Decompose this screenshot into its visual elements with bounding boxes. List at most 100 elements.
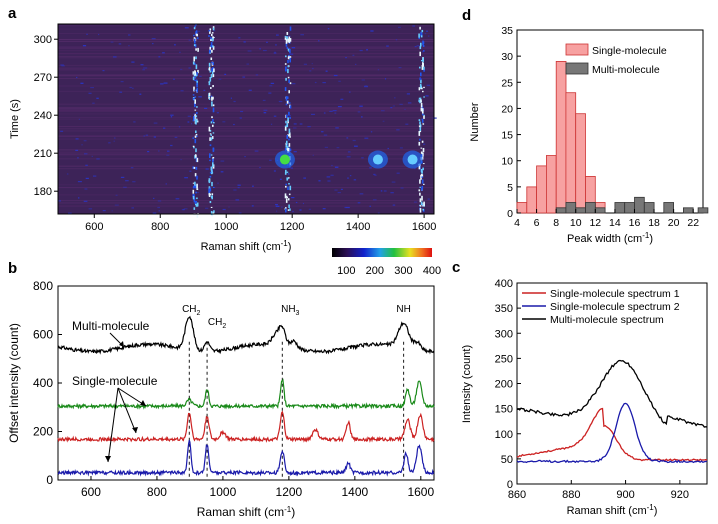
heatmap-noise [188, 67, 191, 69]
heatmap-trace-0 [195, 79, 198, 82]
arrow-blue [107, 387, 119, 463]
heatmap-noise [321, 131, 324, 133]
heatmap-trace-0 [193, 207, 196, 210]
heatmap-noise [327, 180, 331, 182]
heatmap-band [58, 56, 434, 58]
heatmap-trace-1 [210, 57, 213, 60]
heatmap-band [58, 103, 434, 105]
heatmap-trace-3 [423, 66, 425, 70]
heatmap-noise [143, 135, 145, 137]
heatmap-trace-1 [212, 148, 215, 152]
heatmap-trace-0 [193, 56, 195, 62]
heatmap-noise [152, 212, 157, 214]
zoom-y-tick-label: 50 [501, 454, 513, 466]
heatmap-trace-0 [194, 155, 196, 159]
heatmap-noise [357, 202, 361, 204]
heatmap-noise [189, 170, 192, 172]
heatmap-trace-0 [196, 106, 198, 108]
spectra-y-tick-label: 800 [33, 279, 53, 293]
heatmap-trace-3 [419, 198, 422, 203]
heatmap-noise [130, 167, 134, 169]
heatmap-band [58, 205, 434, 207]
arrow-red [117, 387, 137, 434]
heatmap-trace-1 [209, 77, 212, 82]
peak-guide-lines [188, 341, 405, 480]
heatmap-noise [158, 56, 161, 58]
heatmap-band [58, 168, 434, 170]
heatmap-trace-0 [195, 130, 197, 133]
heatmap-trace-0 [196, 175, 198, 180]
heatmap-x-tick-label: 600 [85, 221, 103, 233]
heatmap-noise [140, 64, 144, 66]
heatmap-x-axis-label: Raman shift (cm-1) [201, 239, 292, 253]
heatmap-trace-1 [211, 170, 213, 173]
heatmap-noise [92, 102, 95, 104]
heatmap-trace-2 [286, 177, 288, 181]
heatmap-trace-2 [286, 123, 289, 128]
heatmap-band [58, 135, 434, 137]
heatmap-band [58, 25, 434, 27]
heatmap-trace-2 [285, 69, 287, 72]
heatmap-noise [300, 34, 304, 36]
heatmap-noise [322, 82, 326, 84]
heatmap-trace-3 [418, 125, 421, 128]
heatmap-trace-1 [211, 61, 213, 64]
heatmap-noise [248, 89, 252, 91]
zoom-y-ticks: 0 50 100 150 200 250 300 350 400 [495, 278, 521, 491]
heatmap-trace-3 [420, 151, 423, 154]
histogram-y-tick-label: 25 [501, 77, 513, 89]
heatmap-band [58, 74, 434, 76]
spectra-x-tick-label: 800 [147, 485, 167, 499]
heatmap-noise [382, 120, 385, 122]
heatmap-trace-0 [194, 185, 196, 188]
heatmap-noise [340, 188, 343, 190]
heatmap-noise [270, 123, 273, 125]
heatmap-trace-1 [211, 38, 214, 42]
zoom-x-tick-label: 880 [562, 489, 580, 501]
heatmap-band [58, 33, 434, 35]
heatmap-noise [312, 154, 314, 156]
heatmap-y-ticks: 180 210 240 270 300 [34, 34, 58, 198]
heatmap-trace-3 [419, 26, 421, 30]
heatmap-noise [308, 208, 311, 210]
histogram-x-ticks: 4 6 8 10 12 14 16 18 20 22 [514, 209, 699, 229]
heatmap-noise [427, 198, 430, 200]
heatmap-trace-3 [419, 179, 421, 184]
histogram-x-tick-label: 18 [648, 217, 660, 229]
heatmap-trace-0 [195, 118, 197, 123]
heatmap-trace-2 [285, 208, 287, 213]
heatmap-trace-0 [196, 37, 199, 40]
heatmap-noise [396, 172, 400, 174]
heatmap-noise [233, 189, 237, 191]
heatmap-trace-2 [285, 120, 287, 124]
heatmap-noise [132, 181, 136, 183]
heatmap-noise [413, 201, 418, 203]
heatmap-trace-0 [192, 145, 195, 147]
arrowhead-red [132, 427, 138, 433]
heatmap-noise [113, 137, 116, 139]
heatmap-trace-3 [422, 123, 425, 125]
heatmap-hotspot-2 [372, 154, 383, 165]
heatmap-hotspot-0 [279, 154, 290, 165]
histogram-x-tick-label: 8 [553, 217, 559, 229]
heatmap-noise [275, 44, 277, 46]
panel-a: 600 800 1000 1200 1400 1600 180 210 240 270 300 T… [9, 23, 441, 277]
heatmap-noise [291, 47, 296, 49]
heatmap-trace-0 [192, 94, 195, 96]
heatmap-noise [108, 142, 111, 144]
heatmap-band [58, 56, 434, 58]
multi-molecule-bar [565, 202, 577, 214]
heatmap-trace-1 [212, 162, 214, 167]
heatmap-band [58, 113, 434, 115]
heatmap-y-tick-label: 270 [34, 72, 52, 84]
heatmap-trace-1 [213, 37, 215, 39]
heatmap-noise [111, 210, 113, 212]
colorbar-tick-label: 300 [394, 265, 412, 277]
zoom-spectrum-1 [516, 407, 708, 462]
heatmap-trace-1 [211, 181, 213, 187]
heatmap-trace-2 [284, 87, 287, 91]
heatmap-trace-3 [420, 173, 423, 176]
heatmap-noise [327, 28, 330, 30]
heatmap-trace-2 [288, 183, 290, 185]
heatmap-band [58, 45, 434, 47]
